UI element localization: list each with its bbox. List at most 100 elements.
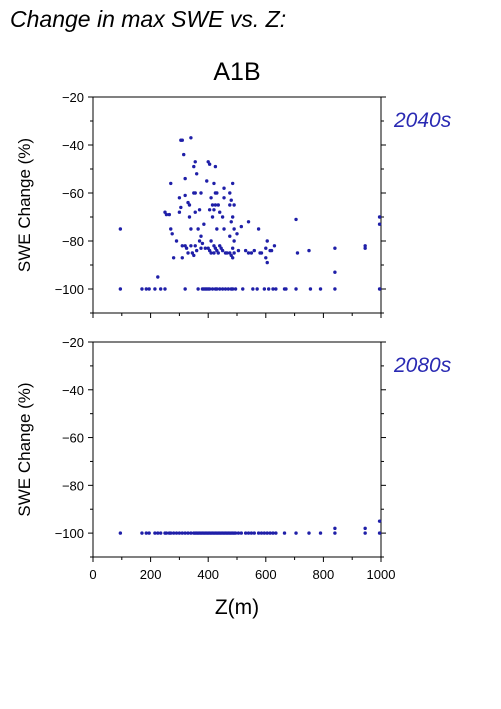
data-point <box>171 256 176 260</box>
data-point <box>246 531 251 535</box>
data-point <box>174 239 179 243</box>
data-point <box>147 287 151 291</box>
data-point <box>294 217 298 222</box>
data-point <box>230 287 235 291</box>
data-point <box>377 287 382 291</box>
data-point <box>194 172 199 176</box>
data-point <box>186 251 190 255</box>
data-point <box>294 531 298 535</box>
period-label: 2080s <box>393 354 452 377</box>
data-point <box>220 215 225 219</box>
data-point <box>363 244 367 248</box>
plot-frame <box>92 96 382 314</box>
data-point <box>271 287 275 291</box>
data-point <box>307 531 311 535</box>
data-point <box>232 227 236 231</box>
data-point <box>232 251 236 255</box>
data-point <box>230 256 235 260</box>
data-point <box>262 287 267 291</box>
data-point <box>169 227 173 231</box>
data-point <box>377 222 382 226</box>
x-tick-label: 400 <box>197 567 219 582</box>
data-point <box>183 531 187 535</box>
data-point <box>177 210 182 214</box>
data-point <box>363 246 367 250</box>
data-point <box>284 287 288 291</box>
data-point <box>333 246 337 250</box>
data-point <box>170 232 174 236</box>
data-point <box>295 251 300 255</box>
data-point <box>167 212 172 217</box>
data-point <box>182 152 186 157</box>
data-point <box>209 196 213 200</box>
y-tick-label: −60 <box>62 186 84 201</box>
data-point <box>216 251 220 255</box>
data-point <box>144 287 148 291</box>
data-point <box>228 191 232 195</box>
data-point <box>169 531 173 535</box>
data-point <box>194 248 199 253</box>
x-tick-label: 1000 <box>367 567 396 582</box>
data-point <box>249 531 254 535</box>
data-point <box>215 191 219 195</box>
data-point <box>377 531 382 535</box>
data-point <box>236 248 241 253</box>
y-tick-label: −80 <box>62 478 84 493</box>
y-axis-label: SWE Change (%) <box>15 382 34 516</box>
y-tick-label: −20 <box>62 335 84 350</box>
data-point <box>118 531 123 535</box>
data-point <box>180 244 184 248</box>
data-point <box>207 287 212 291</box>
data-point <box>210 215 215 219</box>
data-point <box>203 246 208 250</box>
data-point <box>171 531 176 535</box>
plot-frame <box>92 341 382 558</box>
data-point <box>207 208 212 212</box>
data-point <box>274 287 278 291</box>
data-point <box>197 208 202 212</box>
data-point <box>197 239 202 243</box>
data-point <box>207 162 212 166</box>
data-point <box>236 531 241 535</box>
data-point <box>241 287 245 291</box>
data-point <box>192 253 196 258</box>
data-point <box>202 222 206 226</box>
data-point <box>144 531 148 535</box>
data-point <box>209 239 213 243</box>
y-tick-label: −100 <box>55 526 84 541</box>
data-point <box>232 203 236 207</box>
data-point <box>174 531 179 535</box>
data-point <box>196 287 200 291</box>
data-point <box>187 215 192 219</box>
data-point <box>239 531 244 535</box>
data-point <box>184 246 189 250</box>
page-title: Change in max SWE vs. Z: <box>10 6 287 32</box>
data-point <box>259 531 264 535</box>
data-point <box>308 287 313 291</box>
data-point <box>318 531 323 535</box>
data-point <box>333 526 337 531</box>
data-point <box>274 531 278 535</box>
data-point <box>187 203 192 207</box>
data-point <box>252 248 256 253</box>
data-point <box>213 164 218 169</box>
data-point <box>179 205 183 210</box>
data-point <box>377 215 382 219</box>
data-point <box>189 227 193 231</box>
data-point <box>232 239 236 243</box>
data-point <box>228 234 232 238</box>
data-point <box>264 246 268 250</box>
data-point <box>256 531 261 535</box>
data-point <box>118 287 123 291</box>
data-point <box>333 287 337 291</box>
data-point <box>265 260 269 265</box>
data-point <box>230 181 235 186</box>
data-point <box>272 244 277 248</box>
data-point <box>294 287 298 291</box>
data-point <box>282 531 287 535</box>
y-tick-label: −80 <box>62 234 84 249</box>
data-point <box>216 203 220 207</box>
data-point <box>215 287 219 291</box>
data-point <box>233 287 238 291</box>
